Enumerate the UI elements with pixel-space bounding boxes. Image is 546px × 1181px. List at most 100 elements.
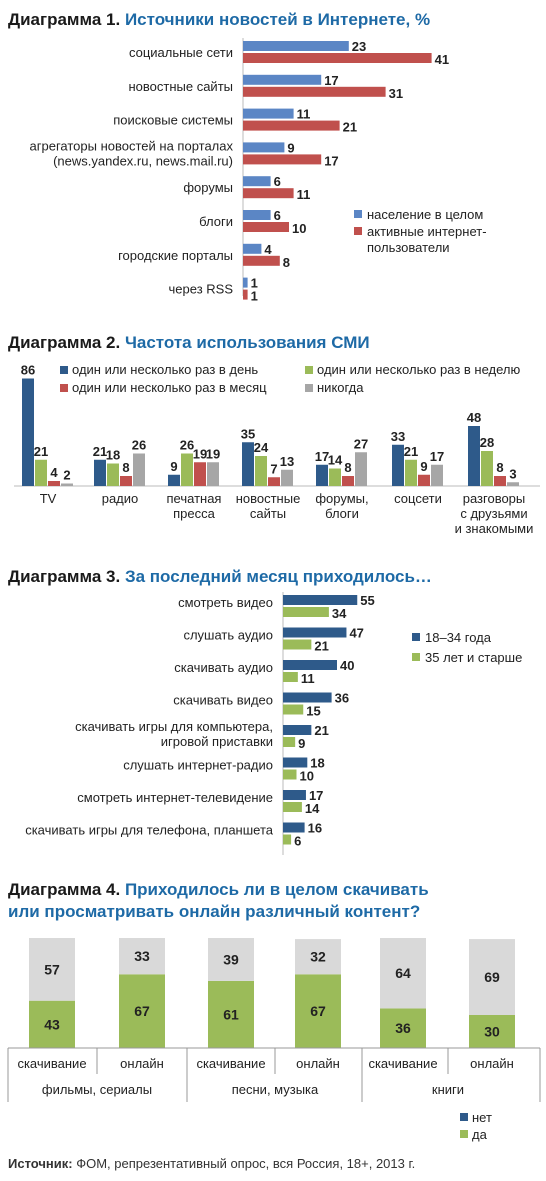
chart2-value: 26 bbox=[180, 438, 194, 453]
chart1-category-label: новостные сайты bbox=[128, 79, 233, 94]
chart1-bar-active bbox=[243, 53, 432, 63]
chart-title-text: За последний месяц приходилось… bbox=[120, 567, 432, 586]
chart3-value-young: 21 bbox=[314, 723, 328, 738]
chart1-legend-label: население в целом bbox=[367, 207, 483, 222]
chart-title-text: Приходилось ли в целом скачивать bbox=[120, 880, 428, 899]
chart1-bar-active bbox=[243, 289, 248, 300]
chart1-bar-population bbox=[243, 74, 322, 85]
chart3-category-label: слушать аудио bbox=[183, 628, 273, 643]
chart4-category-label: скачивание bbox=[196, 1056, 265, 1071]
chart2-category-label: соцсети bbox=[394, 491, 442, 506]
chart3-category-label: скачивать игры для компьютера, bbox=[75, 719, 273, 734]
chart4-bar-no bbox=[469, 939, 515, 1015]
chart1-legend-label: пользователи bbox=[367, 240, 450, 255]
chart2-bar bbox=[35, 459, 47, 486]
chart1-category-label: агрегаторы новостей на порталах bbox=[30, 138, 234, 153]
chart4-legend-swatch bbox=[460, 1130, 468, 1138]
chart4-value-no: 39 bbox=[223, 951, 239, 967]
chart4-category-label: онлайн bbox=[470, 1056, 514, 1071]
chart2-bar bbox=[94, 459, 106, 486]
chart2-value: 14 bbox=[328, 453, 343, 468]
chart3-value-older: 15 bbox=[306, 704, 320, 719]
chart4-bar-no bbox=[380, 938, 426, 1009]
chart2-bar bbox=[405, 459, 417, 486]
chart3-bar-young bbox=[283, 660, 337, 670]
chart4-bar-no bbox=[119, 938, 165, 975]
chart4-value-yes: 67 bbox=[310, 1003, 326, 1019]
chart4-bar-no bbox=[295, 939, 341, 975]
chart4-legend-label: да bbox=[472, 1127, 488, 1142]
chart1-category-label: городские порталы bbox=[118, 248, 233, 263]
chart4-category-label: онлайн bbox=[296, 1056, 340, 1071]
chart2-category-label: сайты bbox=[250, 506, 286, 521]
chart1-category-label: блоги bbox=[199, 214, 233, 229]
chart2-bar bbox=[481, 451, 493, 486]
chart1-value-active: 17 bbox=[324, 153, 338, 168]
chart2-value: 2 bbox=[63, 468, 70, 483]
chart2-value: 33 bbox=[391, 429, 405, 444]
chart1-bar-active bbox=[243, 255, 280, 266]
chart2-value: 27 bbox=[354, 436, 368, 451]
chart4-bar-yes bbox=[119, 974, 165, 1048]
chart4-category-label: скачивание bbox=[368, 1056, 437, 1071]
chart3-value-young: 55 bbox=[360, 593, 374, 608]
chart2-bar bbox=[181, 453, 193, 486]
chart3-category-label: скачивать аудио bbox=[174, 660, 273, 675]
chart1-bar-population bbox=[243, 108, 294, 119]
chart1-bar-active bbox=[243, 222, 289, 232]
chart3-value-older: 14 bbox=[305, 801, 320, 816]
chart2-legend-label: никогда bbox=[317, 380, 364, 395]
chart2-bar bbox=[494, 476, 506, 486]
chart2-legend-swatch bbox=[305, 366, 313, 374]
chart4-title-line2: или просматривать онлайн различный конте… bbox=[8, 902, 420, 921]
chart2-bar bbox=[168, 474, 180, 486]
chart3-value-young: 40 bbox=[340, 658, 354, 673]
chart4-value-no: 64 bbox=[395, 965, 411, 981]
chart4-bar-yes bbox=[208, 980, 254, 1048]
chart3-value-older: 21 bbox=[314, 639, 328, 654]
chart4-title: Диаграмма 4. Приходилось ли в целом скач… bbox=[8, 880, 429, 899]
chart2-bar bbox=[431, 464, 443, 486]
chart2-legend-swatch bbox=[305, 384, 313, 392]
chart4-bar-yes bbox=[469, 1015, 515, 1048]
chart1-legend-swatch bbox=[354, 210, 362, 218]
chart2-category-label: разговоры bbox=[463, 491, 526, 506]
chart2-legend-swatch bbox=[60, 366, 68, 374]
chart4-value-yes: 30 bbox=[484, 1024, 500, 1040]
chart1-value-population: 23 bbox=[352, 39, 366, 54]
chart1-category-label: социальные сети bbox=[129, 45, 233, 60]
chart3-legend-label: 18–34 года bbox=[425, 630, 492, 645]
chart2-bar bbox=[392, 444, 404, 486]
chart3-category-label: скачивать игры для телефона, планшета bbox=[25, 823, 274, 838]
chart1-value-active: 11 bbox=[297, 187, 311, 202]
chart2-value: 4 bbox=[50, 465, 58, 480]
source-note: Источник: ФОМ, репрезентативный опрос, в… bbox=[8, 1156, 415, 1171]
chart1-value-active: 41 bbox=[435, 52, 449, 67]
chart3-bar-older bbox=[283, 704, 304, 715]
chart3-value-older: 34 bbox=[332, 606, 347, 621]
chart2-value: 3 bbox=[509, 466, 516, 481]
chart1-value-active: 21 bbox=[343, 120, 357, 135]
chart1-bar-population bbox=[243, 142, 285, 153]
chart2-bar bbox=[61, 483, 73, 486]
chart3-bar-young bbox=[283, 725, 312, 735]
chart2-bar bbox=[418, 474, 430, 486]
chart3-value-young: 17 bbox=[309, 788, 323, 803]
chart1-value-population: 1 bbox=[251, 276, 258, 291]
chart2-value: 8 bbox=[344, 460, 351, 475]
chart2-value: 26 bbox=[132, 438, 146, 453]
chart1-legend-label: активные интернет- bbox=[367, 224, 487, 239]
chart2-value: 9 bbox=[420, 459, 427, 474]
chart4-bar-no bbox=[29, 938, 75, 1001]
chart3-bar-older bbox=[283, 834, 292, 845]
chart2-value: 13 bbox=[280, 454, 294, 469]
chart1-category-label: форумы bbox=[183, 180, 233, 195]
chart4-category-label: скачивание bbox=[17, 1056, 86, 1071]
chart3-bar-young bbox=[283, 595, 358, 605]
chart3-bar-young bbox=[283, 692, 332, 703]
chart1-bar-active bbox=[243, 188, 294, 199]
chart2-category-label: и знакомыми bbox=[455, 521, 534, 536]
chart1-value-population: 11 bbox=[297, 107, 311, 122]
chart3-value-older: 9 bbox=[298, 736, 305, 751]
chart2-category-label: форумы, bbox=[315, 491, 368, 506]
